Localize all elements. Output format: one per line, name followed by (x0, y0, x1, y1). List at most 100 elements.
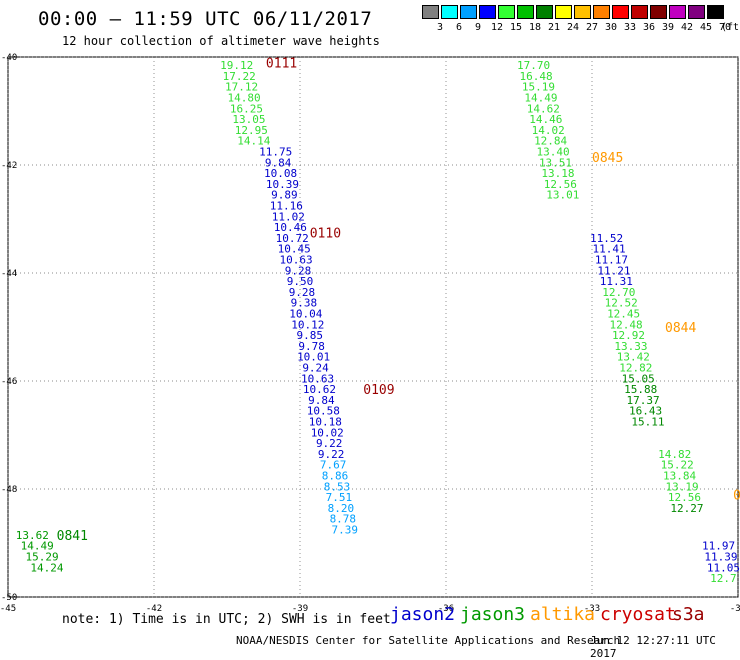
swh-value-label: 11.02 (272, 210, 305, 223)
swh-value-label: 17.22 (223, 70, 256, 83)
y-tick-label: -46 (1, 377, 17, 387)
legend-bin-label: 70 (718, 22, 732, 33)
swh-value-label: 12.70 (602, 286, 635, 299)
swh-value-label: 15.22 (661, 459, 694, 472)
legend-bin-label: 12 (490, 22, 504, 33)
swh-value-label: 13.05 (232, 113, 265, 126)
legend-bin-label: 45 (699, 22, 713, 33)
swh-value-label: 14.14 (237, 135, 270, 148)
swh-value-label: 16.43 (629, 405, 662, 418)
swh-value-label: 13.33 (614, 340, 647, 353)
swh-value-label: 11.21 (597, 264, 630, 277)
legend-swatch (441, 5, 458, 19)
x-tick-label: -33 (584, 604, 600, 614)
generated-timestamp: Jun 12 12:27:11 UTC 2017 (590, 634, 716, 660)
swh-value-label: 10.12 (291, 318, 324, 331)
legend-swatch (688, 5, 705, 19)
swh-value-label: 12.82 (619, 362, 652, 375)
y-tick-label: -42 (1, 161, 17, 171)
swh-value-label: 12.27 (670, 502, 703, 515)
legend-swatch (612, 5, 629, 19)
legend-bin-label: 42 (680, 22, 694, 33)
y-tick-label: -48 (1, 485, 17, 495)
swh-value-label: 9.84 (308, 394, 335, 407)
swh-value-label: 12.56 (544, 178, 577, 191)
swh-value-label: 13.42 (617, 351, 650, 364)
swh-value-label: 13.01 (546, 189, 579, 202)
satellite-label-s3a: s3a (672, 604, 705, 625)
swh-value-label: 8.78 (330, 513, 357, 526)
pass-time-label: 0 (733, 488, 740, 503)
swh-value-label: 14.62 (527, 102, 560, 115)
legend-bin-label: 18 (528, 22, 542, 33)
legend-swatch (422, 5, 439, 19)
pass-time-label: 0111 (266, 56, 297, 71)
legend-bin-label: 30 (604, 22, 618, 33)
legend-swatch (707, 5, 724, 19)
swh-value-label: 12.84 (534, 135, 567, 148)
legend-swatch (460, 5, 477, 19)
legend-bin-label: 36 (642, 22, 656, 33)
swh-value-label: 19.12 (220, 59, 253, 72)
swh-value-label: 9.22 (316, 437, 343, 450)
swh-value-label: 9.24 (302, 362, 329, 375)
swh-value-label: 17.12 (225, 81, 258, 94)
swh-value-label: 13.18 (541, 167, 574, 180)
swh-value-label: 14.49 (524, 92, 557, 105)
swh-value-label: 10.39 (266, 178, 299, 191)
swh-value-label: 11.17 (595, 254, 628, 267)
swh-value-label: 17.37 (627, 394, 660, 407)
swh-value-label: 15.29 (26, 551, 59, 564)
swh-value-label: 10.46 (274, 221, 307, 234)
swh-value-label: 12.45 (607, 308, 640, 321)
swh-value-label: 13.19 (665, 480, 698, 493)
legend-bin-label: 27 (585, 22, 599, 33)
swh-value-label: 10.45 (278, 243, 311, 256)
y-tick-label: -40 (1, 53, 17, 63)
credit-line: NOAA/NESDIS Center for Satellite Applica… (236, 634, 621, 647)
legend-swatch (669, 5, 686, 19)
swh-value-label: 10.72 (276, 232, 309, 245)
swh-value-label: 15.11 (631, 416, 664, 429)
swh-value-label: 10.63 (301, 372, 334, 385)
swh-value-label: 11.52 (590, 232, 623, 245)
swh-value-label: 9.84 (265, 156, 292, 169)
pass-time-label: 0844 (665, 321, 696, 336)
chart-title: 00:00 — 11:59 UTC 06/11/2017 (38, 8, 373, 30)
swh-value-label: 14.82 (658, 448, 691, 461)
swh-value-label: 10.18 (309, 416, 342, 429)
swh-value-label: 11.97 (702, 540, 735, 553)
legend-swatch (536, 5, 553, 19)
swh-value-label: 17.70 (517, 59, 550, 72)
swh-value-label: 10.08 (264, 167, 297, 180)
chart-subtitle: 12 hour collection of altimeter wave hei… (62, 34, 380, 48)
swh-value-label: 16.25 (230, 102, 263, 115)
footer-note: note: 1) Time is in UTC; 2) SWH is in fe… (62, 612, 391, 627)
legend-bin-label: 15 (509, 22, 523, 33)
swh-value-label: 12.52 (605, 297, 638, 310)
swh-value-label: 7.51 (326, 491, 353, 504)
satellite-label-altika: altika (530, 604, 596, 625)
swh-value-label: 12.95 (235, 124, 268, 137)
swh-value-label: 15.88 (624, 383, 657, 396)
satellite-label-cryosat: cryosat (600, 604, 676, 625)
swh-value-label: 10.62 (303, 383, 336, 396)
swh-value-label: 11.41 (592, 243, 625, 256)
pass-time-label: 0841 (57, 529, 88, 544)
legend-bin-label: 6 (455, 22, 463, 33)
swh-value-label: 15.05 (622, 372, 655, 385)
swh-value-label: 11.31 (600, 275, 633, 288)
pass-time-label: 0109 (363, 383, 394, 398)
x-tick-label: -39 (292, 604, 308, 614)
swh-value-label: 14.24 (30, 561, 63, 574)
swh-value-label: 10.04 (289, 308, 322, 321)
legend-bin-label: 33 (623, 22, 637, 33)
swh-value-label: 11.75 (259, 146, 292, 159)
legend-bin-label: 3 (436, 22, 444, 33)
swh-value-label: 10.01 (297, 351, 330, 364)
legend-bin-label: 24 (566, 22, 580, 33)
x-tick-label: -45 (0, 604, 16, 614)
swh-value-label: 13.84 (663, 470, 696, 483)
